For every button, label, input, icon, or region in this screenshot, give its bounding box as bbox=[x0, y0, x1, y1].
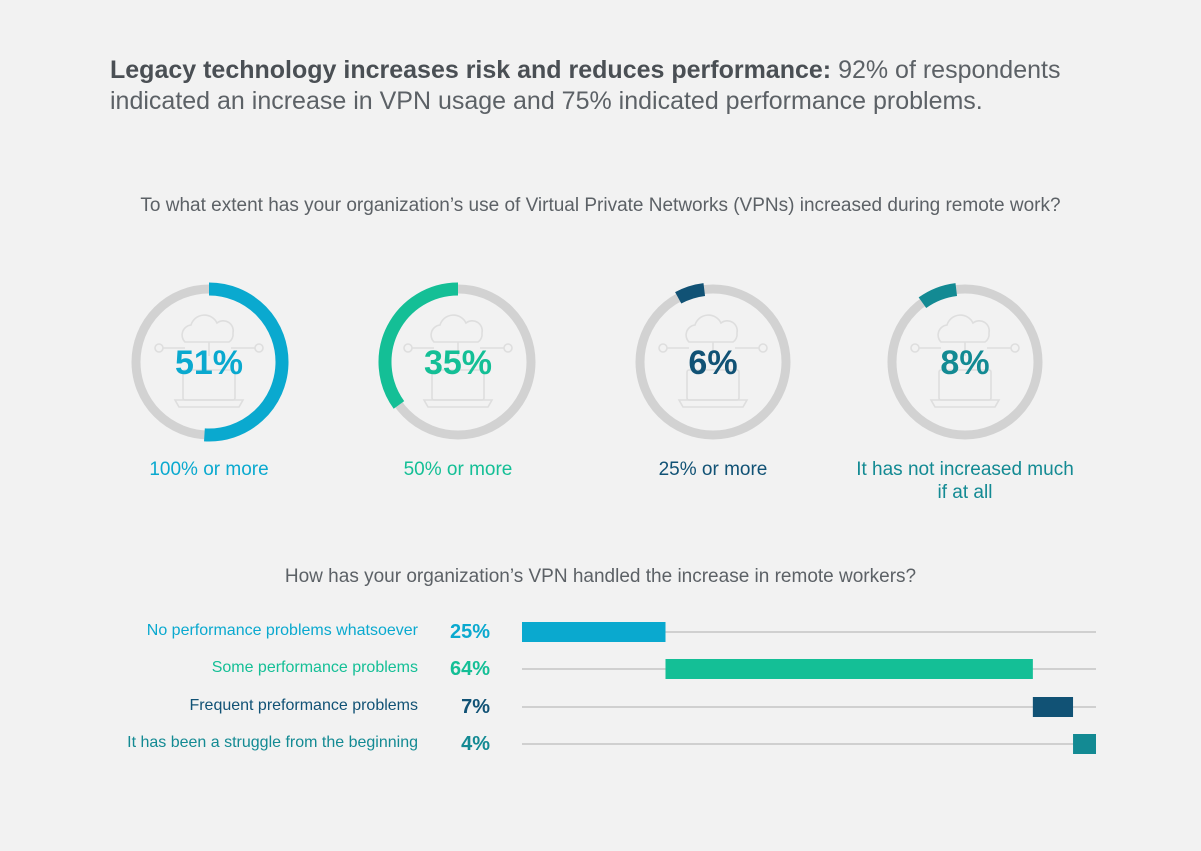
cloud-laptop-icon bbox=[658, 314, 768, 408]
headline: Legacy technology increases risk and red… bbox=[110, 55, 1110, 117]
donut-category-label: 50% or more bbox=[403, 459, 513, 480]
donut-value-label: 8% bbox=[940, 344, 989, 382]
donut-value-label: 51% bbox=[175, 344, 243, 382]
cloud-laptop-icon bbox=[403, 314, 513, 408]
bar-value-label: 7% bbox=[461, 696, 490, 718]
donut-1: 51% bbox=[131, 282, 289, 442]
donut-arc bbox=[675, 283, 706, 304]
cloud-laptop-icon bbox=[910, 314, 1020, 408]
bar bbox=[522, 622, 666, 642]
bar-category-label: It has been a struggle from the beginnin… bbox=[127, 734, 418, 751]
donut-3: 6% bbox=[635, 283, 791, 440]
bar-chart-area: No performance problems whatsoever 25% Som… bbox=[0, 610, 1201, 770]
headline-rest: 92% of respondents indicated an increase… bbox=[110, 56, 1061, 115]
donut-value-label: 35% bbox=[424, 344, 492, 382]
bar bbox=[1032, 697, 1074, 717]
donut-chart-area: 51% 35% 6% 8% 100% or more 50% or more 25% or … bbox=[0, 270, 1201, 530]
cloud-laptop-icon bbox=[154, 314, 264, 408]
bar-value-label: 4% bbox=[461, 733, 490, 755]
bar bbox=[665, 659, 1033, 679]
bar-category-label: Frequent preformance problems bbox=[189, 697, 418, 714]
donut-arc bbox=[378, 282, 459, 409]
donut-category-label: 25% or more bbox=[658, 459, 768, 480]
bar-value-label: 25% bbox=[449, 621, 490, 643]
donut-category-label: It has not increased much if at all bbox=[856, 459, 1074, 503]
donut-arc bbox=[204, 282, 289, 442]
donut-2: 35% bbox=[378, 282, 536, 440]
bar-category-label: Some performance problems bbox=[211, 659, 418, 676]
bar-question: How has your organization’s VPN handled … bbox=[284, 566, 917, 587]
donut-track bbox=[887, 284, 1043, 440]
bar-svg bbox=[522, 622, 1096, 754]
donut-svg: 51% 35% 6% 8% bbox=[131, 282, 1043, 442]
bar bbox=[1073, 734, 1096, 754]
donut-arc bbox=[918, 283, 958, 309]
headline-bold: Legacy technology increases risk and red… bbox=[110, 56, 832, 84]
donut-track bbox=[635, 284, 791, 440]
donut-category-label: 100% or more bbox=[149, 459, 269, 480]
donut-value-label: 6% bbox=[688, 344, 737, 382]
bar-value-label: 64% bbox=[449, 658, 490, 680]
donut-question: To what extent has your organization’s u… bbox=[140, 195, 1061, 216]
bar-category-label: No performance problems whatsoever bbox=[146, 622, 418, 639]
donut-4: 8% bbox=[887, 283, 1043, 440]
